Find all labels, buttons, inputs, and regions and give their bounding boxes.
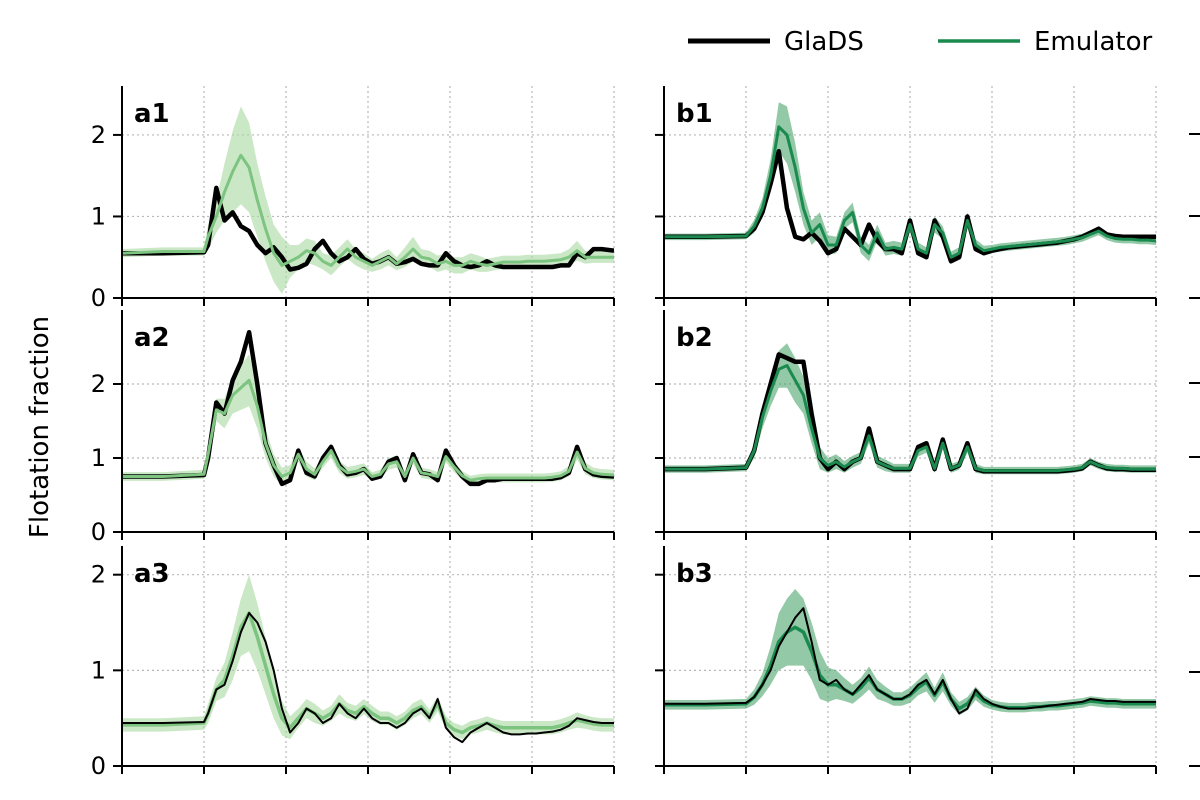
y-tick-label-a2: 1 xyxy=(91,444,106,472)
panel-a3: 0 1 2 a3 xyxy=(91,546,615,780)
series-a3 xyxy=(122,574,614,744)
y-axis-label: Flotation fraction xyxy=(25,316,55,538)
panel-label-b2: b2 xyxy=(676,323,713,353)
y-tick-label-a1: 0 xyxy=(91,284,106,312)
legend-label-emulator: Emulator xyxy=(1034,27,1152,57)
glads-line-a3 xyxy=(122,612,614,744)
panel-a1: 0 1 2 a1 xyxy=(91,86,615,312)
panel-b2: b2 xyxy=(655,310,1157,540)
emulator-line-b2 xyxy=(664,364,1156,473)
glads-line-b3 xyxy=(664,607,1156,715)
y-tick-label-a3: 1 xyxy=(91,656,106,684)
legend-label-glads: GlaDS xyxy=(784,27,864,57)
emulator-line-a1 xyxy=(122,153,614,267)
y-tick-label-a1: 1 xyxy=(91,202,106,230)
emulator-line-b1 xyxy=(664,125,1156,259)
legend: GlaDS Emulator xyxy=(688,27,1152,57)
y-tick-label-a2: 0 xyxy=(91,518,106,546)
emulator-band-b1 xyxy=(664,102,1156,263)
emulator-band-b3 xyxy=(664,589,1156,716)
emulator-band-a2 xyxy=(122,354,614,486)
panel-label-a1: a1 xyxy=(134,99,170,129)
emulator-band-a1 xyxy=(122,106,614,294)
emulator-line-a2 xyxy=(122,378,614,482)
panel-label-a2: a2 xyxy=(134,323,170,353)
series-b1 xyxy=(664,102,1156,264)
y-tick-label-a1: 2 xyxy=(91,121,106,149)
series-a1 xyxy=(122,106,614,294)
emulator-band-a3 xyxy=(122,574,614,740)
series-b3 xyxy=(664,589,1156,716)
emulator-band-b2 xyxy=(664,343,1156,475)
y-tick-label-a3: 2 xyxy=(91,561,106,589)
panel-b3: b3 xyxy=(655,546,1157,774)
emulator-line-a3 xyxy=(122,611,614,735)
panel-a2: 0 1 2 a2 xyxy=(91,310,615,546)
panel-b1: b1 xyxy=(655,86,1157,306)
panel-label-a3: a3 xyxy=(134,559,170,589)
panel-label-b1: b1 xyxy=(676,99,713,129)
y-tick-label-a2: 2 xyxy=(91,370,106,398)
panel-label-b3: b3 xyxy=(676,559,713,589)
series-a2 xyxy=(122,329,614,487)
panels: 0 1 2 a1 0 1 2 a2 0 1 2 a3 b1 b2 b3 xyxy=(91,86,1157,780)
series-b2 xyxy=(664,343,1156,475)
y-tick-label-a3: 0 xyxy=(91,752,106,780)
clipped-third-column-axis xyxy=(1189,133,1200,767)
